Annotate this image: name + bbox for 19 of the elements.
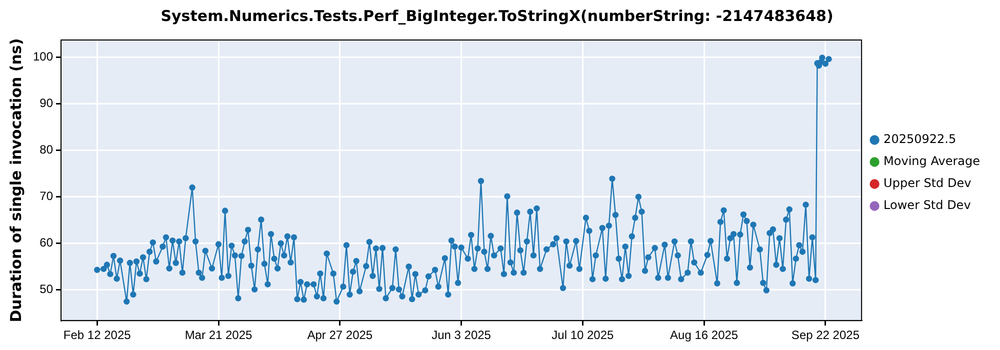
y-tick-label: 100 <box>32 50 54 64</box>
x-tick-label: Jun 3 2025 <box>432 328 492 342</box>
legend-label: 20250922.5 <box>884 132 956 146</box>
y-tick-label: 90 <box>40 96 54 110</box>
y-axis-title: Duration of single invocation (ns) <box>6 38 25 322</box>
legend-label: Upper Std Dev <box>884 176 972 190</box>
x-tick-label: Feb 12 2025 <box>63 328 132 342</box>
y-tick-label: 70 <box>40 189 54 204</box>
legend-label: Moving Average <box>884 154 980 168</box>
y-tick-label: 50 <box>40 282 54 296</box>
x-tick-label: Aug 16 2025 <box>670 328 738 342</box>
x-tick-label: Mar 21 2025 <box>184 328 253 342</box>
x-tick-label: Jul 10 2025 <box>552 328 614 342</box>
chart-title: System.Numerics.Tests.Perf_BigInteger.ToStringX(numberString: -2147483648) <box>160 6 834 25</box>
y-tick-label: 60 <box>40 236 54 250</box>
x-tick-label: Sep 22 2025 <box>791 328 860 342</box>
y-tick-label: 80 <box>40 142 54 157</box>
x-tick-label: Apr 27 2025 <box>307 328 373 342</box>
legend-label: Lower Std Dev <box>884 198 971 212</box>
